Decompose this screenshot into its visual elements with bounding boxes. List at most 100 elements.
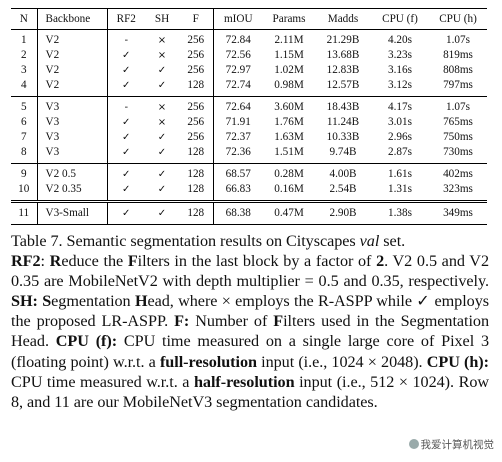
cell-miou: 72.97 <box>225 64 251 76</box>
cell-filters: 128 <box>179 201 214 225</box>
cell-cpu-f: 1.61s <box>388 168 412 180</box>
cell-cpu-h: 323ms <box>443 183 473 195</box>
cell-backbone: V2 <box>37 63 108 78</box>
cell-sh: ✓ <box>157 80 167 91</box>
caption-bold-letter: S <box>42 292 52 311</box>
cell-rf2: ✓ <box>122 132 131 143</box>
cell-params: 2.11M <box>274 34 304 46</box>
caption-cpu-f-label: CPU (f): <box>55 332 118 351</box>
cell-params: 0.28M <box>274 168 304 180</box>
cell-cpu-h: 1.07s <box>446 101 470 113</box>
cell-cpu-h: 765ms <box>443 116 473 128</box>
cell-sh: × <box>157 50 167 61</box>
caption-text: set. <box>379 232 406 250</box>
caption-half-resolution: half-resolution <box>193 372 295 391</box>
cell-row-index: 4 <box>11 78 38 97</box>
cell-miou: 72.37 <box>225 131 251 143</box>
header-params: Params <box>263 8 315 30</box>
cell-madds: 18.43B <box>326 101 360 113</box>
caption-text: educe the <box>61 252 128 271</box>
header-sh: SH <box>145 8 179 30</box>
cell-sh: ✓ <box>157 65 167 76</box>
cell-row-index: 8 <box>11 145 38 164</box>
header-miou: mIOU <box>213 8 263 30</box>
cell-madds: 4.00B <box>329 168 357 180</box>
cell-madds: 2.54B <box>329 183 357 195</box>
cell-sh: ✓ <box>157 184 167 195</box>
caption-sh-label: SH: <box>11 292 38 311</box>
cell-cpu-f: 2.96s <box>388 131 412 143</box>
caption-text: CPU time measured w.r.t. a <box>11 372 194 391</box>
cell-sh: ✓ <box>157 169 167 180</box>
cell-params: 1.51M <box>274 146 304 158</box>
caption-text: egmentation <box>51 292 135 311</box>
cell-rf2: - <box>124 35 129 46</box>
caption-text: : <box>40 252 50 271</box>
caption-f-label: F: <box>174 312 190 331</box>
cell-sh: ✓ <box>157 208 167 219</box>
caption-text: input (i.e., 1024 × 2048). <box>256 352 427 371</box>
caption-text: . V2 0.5 and V2 0.35 are MobileNetV2 wit… <box>11 252 489 291</box>
header-madds: Madds <box>315 8 371 30</box>
cell-madds: 12.57B <box>326 79 360 91</box>
cell-backbone: V3-Small <box>37 201 108 225</box>
cell-backbone: V2 0.5 <box>37 163 108 182</box>
table-row: 3 V2 ✓ ✓ 256 72.97 1.02M 12.83B 3.16s 808ms <box>11 63 487 78</box>
caption-val-italic: val <box>359 232 380 250</box>
caption-bold-letter: F <box>127 252 138 271</box>
cell-params: 0.47M <box>274 207 304 219</box>
cell-sh: × <box>157 102 167 113</box>
table-row: 2 V2 ✓ × 256 72.56 1.15M 13.68B 3.23s 819ms <box>11 48 487 63</box>
cell-miou: 72.64 <box>225 101 251 113</box>
cell-cpu-f: 3.12s <box>388 79 412 91</box>
caption-full-resolution: full-resolution <box>159 352 257 371</box>
cell-sh: ✓ <box>157 147 167 158</box>
table-row: 9 V2 0.5 ✓ ✓ 128 68.57 0.28M 4.00B 1.61s 402ms <box>11 163 487 182</box>
cell-params: 1.76M <box>274 116 304 128</box>
cell-filters: 128 <box>179 163 214 182</box>
cell-rf2: ✓ <box>122 65 131 76</box>
cell-madds: 21.29B <box>326 34 360 46</box>
cell-sh: ✓ <box>157 132 167 143</box>
table-row: 6 V3 ✓ × 256 71.91 1.76M 11.24B 3.01s 765ms <box>11 115 487 130</box>
cell-madds: 13.68B <box>326 49 360 61</box>
cell-madds: 10.33B <box>326 131 360 143</box>
cell-madds: 2.90B <box>329 207 357 219</box>
results-table: N Backbone RF2 SH F mIOU Params Madds CP… <box>11 8 487 225</box>
figure-container: N Backbone RF2 SH F mIOU Params Madds CP… <box>11 8 491 428</box>
cell-cpu-f: 3.16s <box>388 64 412 76</box>
cell-cpu-h: 402ms <box>443 168 473 180</box>
cell-filters: 256 <box>179 130 214 145</box>
cell-row-index: 10 <box>11 182 38 202</box>
header-backbone: Backbone <box>37 8 108 30</box>
header-n: N <box>11 8 38 30</box>
cell-rf2: - <box>124 102 129 113</box>
header-cpu-h: CPU (h) <box>429 8 487 30</box>
header-rf2: RF2 <box>107 8 145 30</box>
cell-cpu-h: 819ms <box>443 49 473 61</box>
cell-rf2: ✓ <box>122 184 131 195</box>
cell-cpu-h: 750ms <box>443 131 473 143</box>
cell-filters: 256 <box>179 96 214 115</box>
cell-params: 1.02M <box>274 64 304 76</box>
caption-bold-letter: F <box>273 312 284 331</box>
cell-rf2: ✓ <box>122 147 131 158</box>
caption-text: CPU time measured on a single large core… <box>11 332 489 371</box>
table-row: 4 V2 ✓ ✓ 128 72.74 0.98M 12.57B 3.12s 797ms <box>11 78 487 97</box>
cell-sh: × <box>157 35 167 46</box>
cell-cpu-h: 1.07s <box>446 34 470 46</box>
table-group: 11 V3-Small ✓ ✓ 128 68.38 0.47M 2.90B 1.38s 349ms <box>11 201 487 225</box>
cell-filters: 128 <box>179 182 214 202</box>
cell-cpu-h: 349ms <box>443 207 473 219</box>
cell-rf2: ✓ <box>122 50 131 61</box>
caption-bold-number: 2 <box>376 252 385 271</box>
cell-cpu-f: 3.01s <box>388 116 412 128</box>
cell-row-index: 7 <box>11 130 38 145</box>
cell-sh: × <box>157 117 167 128</box>
cell-madds: 11.24B <box>326 116 360 128</box>
cell-row-index: 11 <box>11 201 38 225</box>
cell-row-index: 2 <box>11 48 38 63</box>
caption-text: input (i.e., 512 × 1024). Row 8, and 11 … <box>11 372 489 411</box>
cell-cpu-h: 730ms <box>443 146 473 158</box>
cell-backbone: V2 <box>37 78 108 97</box>
